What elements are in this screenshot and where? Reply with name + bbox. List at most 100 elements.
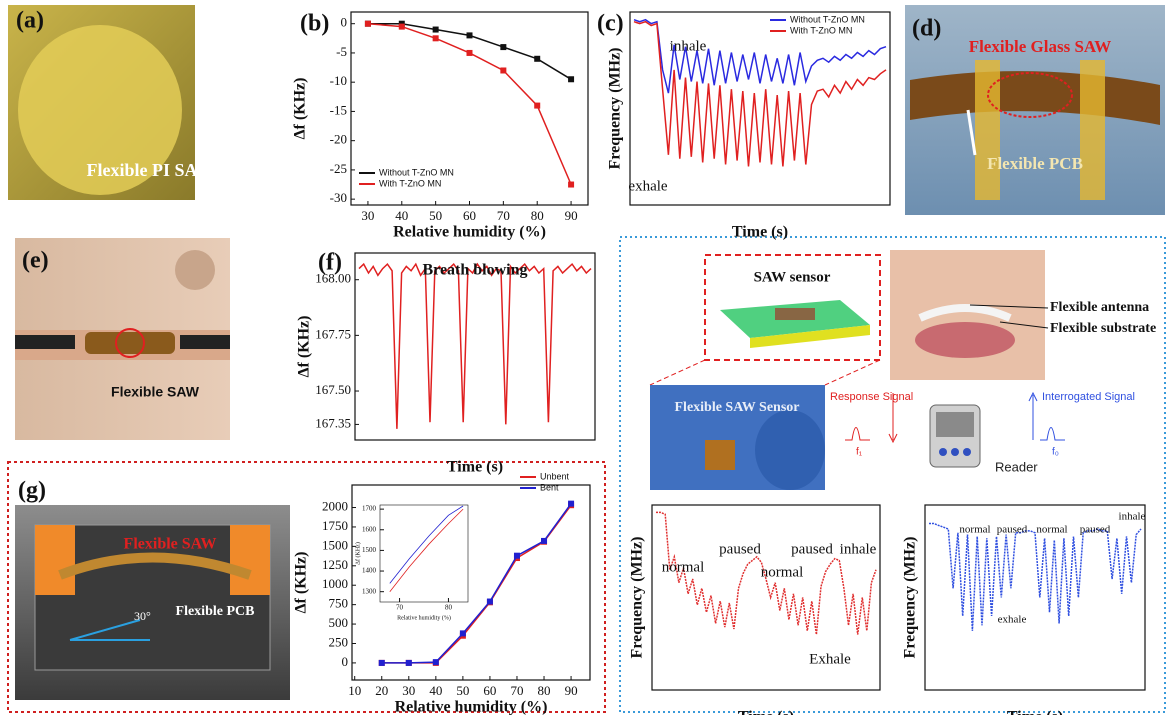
annotation: normal [662, 559, 705, 575]
series-line [389, 505, 464, 584]
x-tick-label: 40 [395, 208, 408, 223]
face-photo [890, 250, 1045, 380]
tape [1080, 60, 1105, 200]
point [534, 55, 541, 62]
zoom-line [649, 359, 706, 386]
point [568, 500, 575, 507]
y-tick-label: 1700 [362, 505, 377, 513]
y-tick-label: 167.35 [315, 415, 351, 430]
x-tick-label: 80 [445, 604, 453, 612]
y-axis-label: Frequency (MHz) [607, 48, 624, 170]
y-tick-label: 750 [329, 596, 349, 611]
caption: Flexible PCB [176, 604, 255, 619]
annotation: paused [719, 541, 761, 557]
diagram: SAW sensor Flexible antenna Flexible sub… [649, 250, 1156, 490]
point [500, 67, 507, 74]
x-axis-label: Time (s) [738, 709, 794, 715]
y-tick-label: 2000 [322, 499, 348, 514]
y-tick-label: -20 [330, 132, 347, 147]
y-tick-label: 1400 [362, 567, 377, 575]
series-line [381, 503, 572, 664]
label: Flexible SAW Sensor [675, 400, 800, 415]
x-tick-label: 50 [456, 683, 469, 698]
panel-label: (a) [16, 8, 44, 34]
legend-label: With T-ZnO MN [790, 25, 852, 35]
caption: Flexible PI SAW [86, 160, 213, 180]
point [466, 32, 473, 39]
y-tick-label: 1500 [362, 546, 377, 554]
y-axis-label: Frequency (MHz) [902, 537, 919, 659]
y-tick-label: 168.00 [315, 271, 351, 286]
panel-label: (c) [597, 11, 624, 37]
annotation: inhale [670, 38, 707, 54]
point [534, 102, 541, 109]
glove [755, 410, 825, 490]
x-tick-label: 60 [463, 208, 476, 223]
point [405, 659, 412, 666]
title: Flexible SAW [124, 536, 217, 553]
annotation: normal [1036, 524, 1067, 536]
x-tick-label: 90 [565, 208, 578, 223]
block [35, 525, 75, 595]
x-tick-label: 70 [497, 208, 510, 223]
pulse [1040, 427, 1065, 441]
wafer [18, 25, 182, 195]
series-line [929, 522, 1142, 631]
y-tick-label: 0 [342, 654, 349, 669]
substrate-photo [918, 304, 1012, 322]
button [963, 448, 971, 456]
point [568, 181, 575, 188]
y-tick-label: 1500 [322, 537, 348, 552]
label: f₀ [1052, 447, 1059, 458]
label: Flexible antenna [1050, 300, 1149, 315]
photo-a: (a) Flexible PI SAW [8, 5, 214, 200]
annotation: exhale [998, 614, 1027, 626]
annotation: normal [761, 564, 804, 580]
y-tick-label: -25 [330, 161, 347, 176]
panel-label: (b) [300, 11, 329, 37]
pointer [969, 304, 1049, 309]
series-line [633, 20, 887, 167]
y-tick-label: -5 [336, 44, 347, 59]
x-tick-label: 70 [396, 604, 404, 612]
point [398, 23, 405, 30]
substrate-edge [750, 325, 870, 348]
x-tick-label: 60 [483, 683, 496, 698]
series-line [358, 262, 592, 429]
highlight [987, 72, 1073, 118]
plot-frame [629, 11, 891, 206]
x-tick-label: 30 [361, 208, 374, 223]
series-line [367, 22, 572, 185]
label: Response Signal [830, 391, 913, 403]
photo-d: (d) Flexible Glass SAW Flexible PCB [905, 5, 1165, 215]
plot-frame [924, 504, 1146, 691]
y-axis-label: Δf (KHz) [296, 315, 313, 377]
x-tick-label: 80 [531, 208, 544, 223]
panel-label: (g) [18, 478, 46, 504]
lips [915, 322, 1015, 358]
point [568, 76, 575, 83]
caption: Flexible SAW [111, 384, 200, 400]
y-tick-label: 0 [341, 15, 348, 30]
person [175, 250, 215, 290]
x-axis-label: Relative humidity (%) [395, 699, 548, 715]
zoom-line [824, 359, 881, 386]
y-tick-label: 167.75 [315, 326, 351, 341]
plot-frame [354, 252, 596, 441]
annotation: paused [997, 524, 1028, 536]
y-tick-label: 500 [329, 615, 349, 630]
label: f₁ [856, 447, 863, 458]
angle: 30° [134, 609, 151, 623]
x-axis-label: Time (s) [732, 224, 788, 241]
y-axis-label: Frequency (MHz) [629, 537, 646, 659]
panel-label: (d) [912, 16, 941, 42]
cable [180, 335, 230, 349]
y-tick-label: -30 [330, 190, 347, 205]
photo-g: (g) Flexible SAW Flexible PCB 30° [15, 478, 290, 700]
label: Interrogated Signal [1042, 391, 1135, 403]
point [432, 659, 439, 666]
button [951, 448, 959, 456]
label: Flexible substrate [1050, 321, 1156, 336]
annotation: inhale [1119, 511, 1146, 523]
